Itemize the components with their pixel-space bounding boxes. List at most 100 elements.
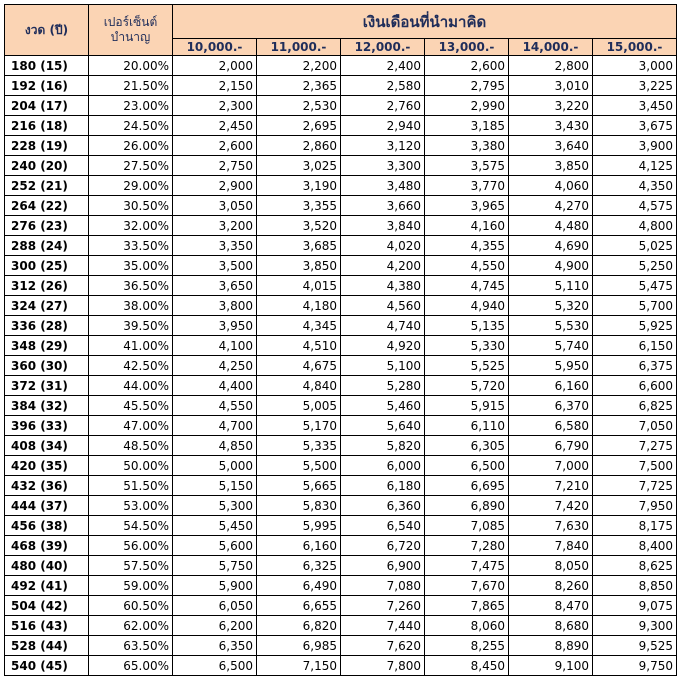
amount-cell: 7,500: [592, 455, 677, 476]
amount-cell: 9,750: [592, 655, 677, 676]
period-header: งวด (ปี): [4, 4, 89, 56]
amount-cell: 6,900: [340, 555, 425, 576]
amount-cell: 3,575: [424, 155, 509, 176]
amount-cell: 6,200: [172, 615, 257, 636]
amount-cell: 7,080: [340, 575, 425, 596]
amount-cell: 4,015: [256, 275, 341, 296]
amount-cell: 3,430: [508, 115, 593, 136]
table-row: 492 (41) 59.00% 5,900 6,490 7,080 7,670 8,260 8…: [4, 575, 677, 596]
amount-cell: 4,350: [592, 175, 677, 196]
amount-cell: 6,655: [256, 595, 341, 616]
amount-cell: 6,160: [256, 535, 341, 556]
amount-cell: 3,300: [340, 155, 425, 176]
amount-cell: 8,625: [592, 555, 677, 576]
amount-cell: 5,000: [172, 455, 257, 476]
period-cell: 336 (28): [4, 315, 89, 336]
percent-cell: 32.00%: [88, 215, 173, 236]
amount-cell: 9,525: [592, 635, 677, 656]
amount-cell: 7,280: [424, 535, 509, 556]
amount-cell: 8,050: [508, 555, 593, 576]
amount-cell: 5,600: [172, 535, 257, 556]
amount-cell: 4,020: [340, 235, 425, 256]
amount-cell: 4,400: [172, 375, 257, 396]
amount-cell: 4,690: [508, 235, 593, 256]
amount-cell: 5,005: [256, 395, 341, 416]
amount-cell: 4,745: [424, 275, 509, 296]
table-row: 360 (30) 42.50% 4,250 4,675 5,100 5,525 5,950 6…: [4, 355, 677, 376]
amount-cell: 7,085: [424, 515, 509, 536]
percent-cell: 62.00%: [88, 615, 173, 636]
table-row: 336 (28) 39.50% 3,950 4,345 4,740 5,135 5,530 5…: [4, 315, 677, 336]
amount-cell: 3,840: [340, 215, 425, 236]
amount-cell: 2,580: [340, 75, 425, 96]
amount-cell: 6,110: [424, 415, 509, 436]
amount-cell: 5,700: [592, 295, 677, 316]
percent-cell: 36.50%: [88, 275, 173, 296]
amount-cell: 4,480: [508, 215, 593, 236]
amount-cell: 3,850: [508, 155, 593, 176]
amount-cell: 2,990: [424, 95, 509, 116]
amount-cell: 3,480: [340, 175, 425, 196]
amount-cell: 6,375: [592, 355, 677, 376]
percent-cell: 45.50%: [88, 395, 173, 416]
amount-cell: 9,075: [592, 595, 677, 616]
amount-cell: 2,400: [340, 55, 425, 76]
period-cell: 480 (40): [4, 555, 89, 576]
amount-cell: 5,300: [172, 495, 257, 516]
amount-cell: 3,900: [592, 135, 677, 156]
period-cell: 216 (18): [4, 115, 89, 136]
amount-cell: 8,175: [592, 515, 677, 536]
amount-cell: 7,000: [508, 455, 593, 476]
table-row: 228 (19) 26.00% 2,600 2,860 3,120 3,380 3,640 3…: [4, 135, 677, 156]
amount-cell: 3,010: [508, 75, 593, 96]
amount-cell: 3,355: [256, 195, 341, 216]
period-cell: 384 (32): [4, 395, 89, 416]
amount-cell: 4,270: [508, 195, 593, 216]
salary-header: 10,000.-: [172, 38, 257, 56]
amount-cell: 3,500: [172, 255, 257, 276]
amount-cell: 5,820: [340, 435, 425, 456]
table-row: 312 (26) 36.50% 3,650 4,015 4,380 4,745 5,110 5…: [4, 275, 677, 296]
period-cell: 324 (27): [4, 295, 89, 316]
amount-cell: 2,795: [424, 75, 509, 96]
amount-cell: 8,060: [424, 615, 509, 636]
table-row: 264 (22) 30.50% 3,050 3,355 3,660 3,965 4,270 4…: [4, 195, 677, 216]
amount-cell: 5,900: [172, 575, 257, 596]
amount-cell: 2,860: [256, 135, 341, 156]
amount-cell: 4,060: [508, 175, 593, 196]
amount-cell: 7,420: [508, 495, 593, 516]
amount-cell: 7,620: [340, 635, 425, 656]
amount-cell: 6,580: [508, 415, 593, 436]
percent-cell: 39.50%: [88, 315, 173, 336]
amount-cell: 3,800: [172, 295, 257, 316]
amount-cell: 5,750: [172, 555, 257, 576]
amount-cell: 7,725: [592, 475, 677, 496]
amount-cell: 7,475: [424, 555, 509, 576]
amount-cell: 3,850: [256, 255, 341, 276]
amount-cell: 8,260: [508, 575, 593, 596]
period-cell: 180 (15): [4, 55, 89, 76]
table-row: 432 (36) 51.50% 5,150 5,665 6,180 6,695 7,210 7…: [4, 475, 677, 496]
table-row: 420 (35) 50.00% 5,000 5,500 6,000 6,500 7,000 7…: [4, 455, 677, 476]
period-cell: 240 (20): [4, 155, 89, 176]
amount-cell: 6,305: [424, 435, 509, 456]
percent-cell: 33.50%: [88, 235, 173, 256]
amount-cell: 4,380: [340, 275, 425, 296]
amount-cell: 2,200: [256, 55, 341, 76]
amount-cell: 3,120: [340, 135, 425, 156]
amount-cell: 7,440: [340, 615, 425, 636]
amount-cell: 3,185: [424, 115, 509, 136]
salary-header: 11,000.-: [256, 38, 341, 56]
period-cell: 300 (25): [4, 255, 89, 276]
salary-header-row: 10,000.- 11,000.- 12,000.- 13,000.- 14,000.-…: [5, 38, 677, 56]
amount-cell: 4,575: [592, 195, 677, 216]
amount-cell: 3,225: [592, 75, 677, 96]
percent-header: เปอร์เซ็นต์ บำนาญ: [88, 4, 173, 56]
amount-cell: 5,280: [340, 375, 425, 396]
salary-title: เงินเดือนที่นำมาคิด: [172, 4, 677, 39]
amount-cell: 5,915: [424, 395, 509, 416]
amount-cell: 6,050: [172, 595, 257, 616]
percent-cell: 44.00%: [88, 375, 173, 396]
salary-header: 13,000.-: [424, 38, 509, 56]
